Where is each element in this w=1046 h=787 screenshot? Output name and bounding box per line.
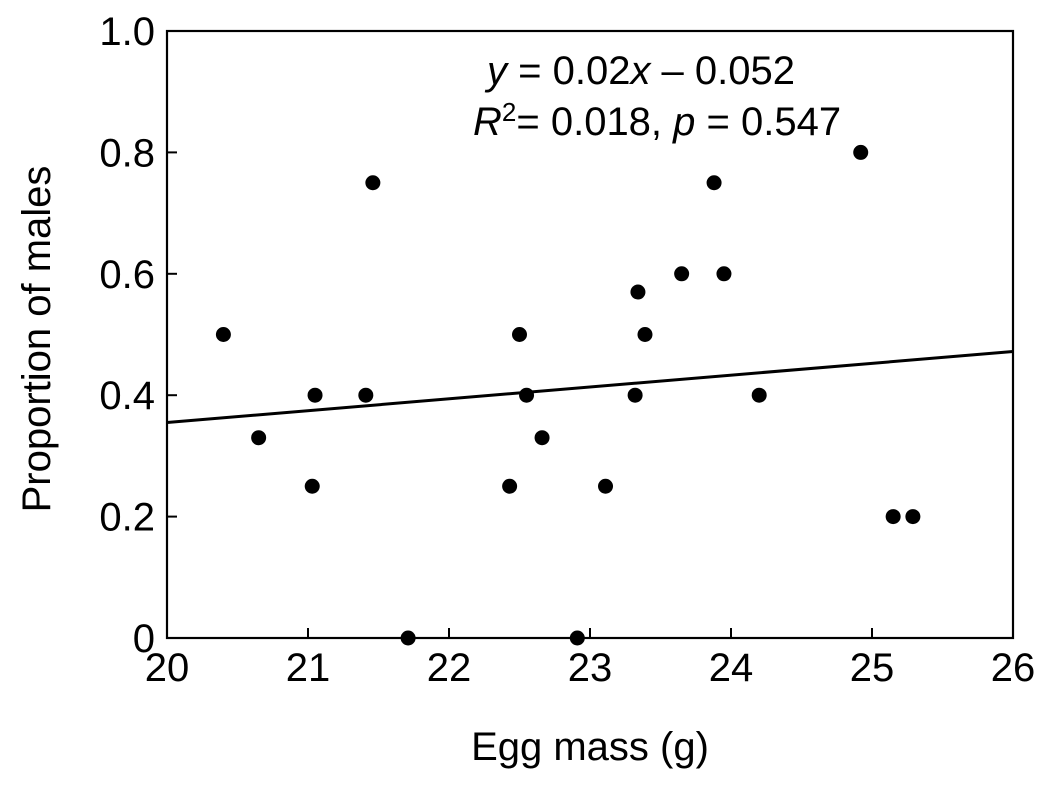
y-axis-title: Proportion of males [15,166,59,513]
equation-x-variable: x [628,49,652,93]
marks-layer: 20 21 22 23 24 25 26 0 0.2 0.4 0.6 0.8 1.0 [99,10,1035,690]
data-point [502,478,518,494]
y-tick-label: 0 [133,617,155,661]
stats-r-value: = 0.018, [516,100,673,144]
data-point [853,144,869,160]
data-point [534,430,550,446]
x-tick-label: 22 [427,646,472,690]
data-point [905,509,921,525]
data-point [358,387,374,403]
stats-p-variable: p [672,100,695,144]
stats-p-value: = 0.547 [695,100,841,144]
x-axis-title: Egg mass (g) [471,725,709,769]
x-tick-label: 20 [145,646,190,690]
data-point [637,327,653,342]
data-point [365,175,381,191]
regression-equation: y = 0.02x – 0.052 [484,49,795,93]
data-point [519,387,535,403]
regression-line [166,350,1014,425]
y-tick-label: 0.4 [99,374,155,418]
data-point [215,327,231,342]
data-point [885,509,901,525]
x-tick-label: 25 [850,646,895,690]
data-point [706,175,722,191]
x-tick-label: 23 [568,646,613,690]
data-point [400,630,416,646]
stats-r-variable: R [473,100,502,144]
equation-tail: – 0.052 [650,49,795,93]
data-point [251,430,267,446]
equation-y-variable: y [484,49,510,93]
data-point [627,387,643,403]
x-tick-label: 21 [286,646,331,690]
data-point [751,387,767,403]
data-point [630,284,646,300]
regression-stats: R2= 0.018, p = 0.547 [473,97,841,144]
data-point [674,266,690,282]
y-tick-label: 0.6 [99,253,155,297]
data-point [716,266,732,282]
data-point [512,327,527,342]
x-tick-label: 24 [709,646,754,690]
data-point [569,630,585,646]
x-tick-label: 26 [991,646,1036,690]
equation-middle: = 0.02 [507,49,630,93]
stats-r-superscript: 2 [502,97,516,127]
y-tick-label: 0.2 [99,496,155,540]
y-tick-label: 0.8 [99,131,155,175]
data-point [598,478,614,494]
data-point [307,387,323,403]
data-point [304,478,320,494]
y-tick-label: 1.0 [99,10,155,54]
